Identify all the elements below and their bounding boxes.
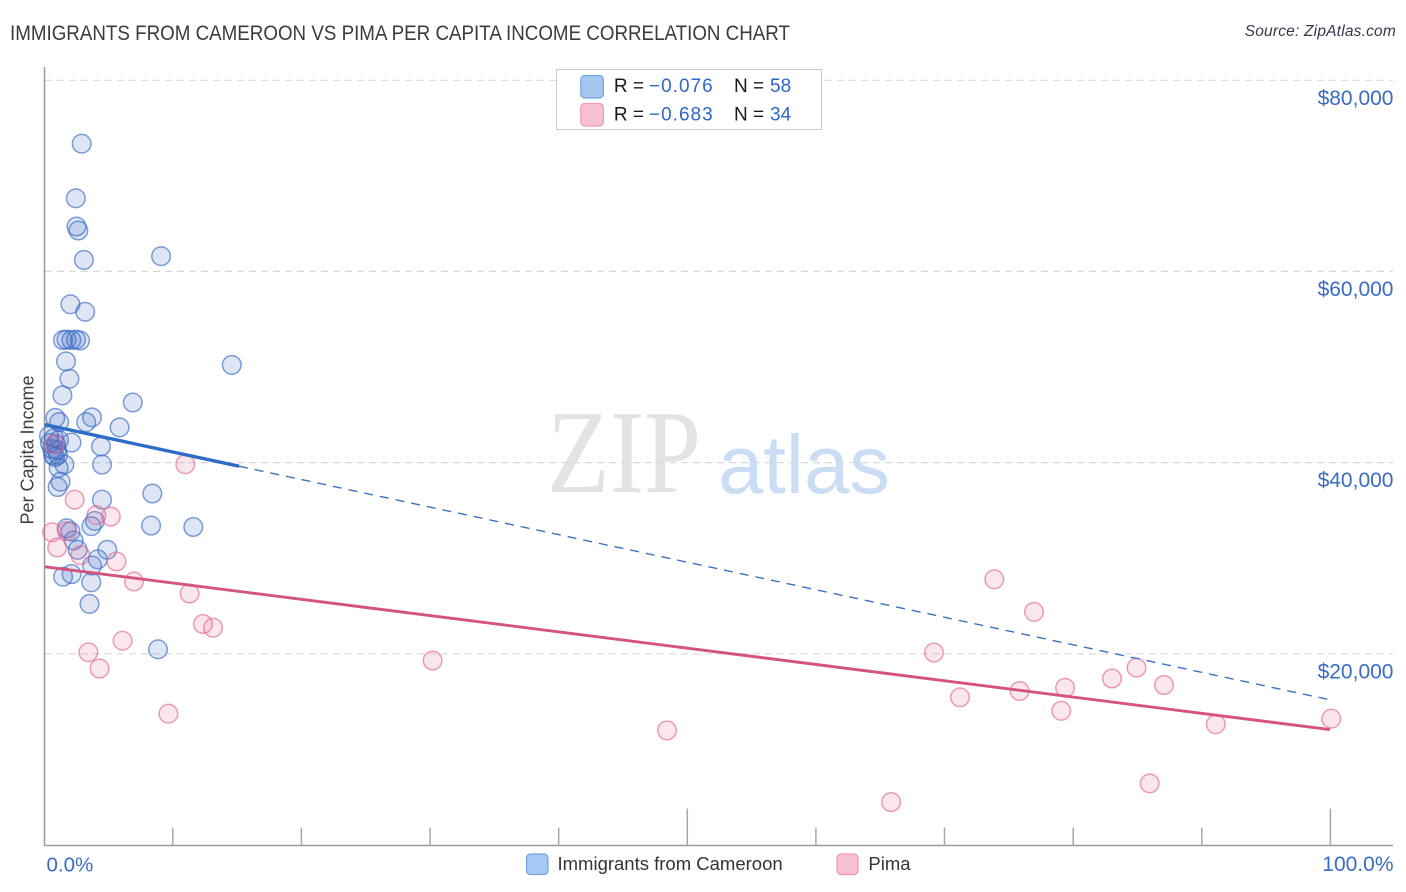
svg-text:$60,000: $60,000 xyxy=(1318,278,1394,301)
svg-text:ZIP: ZIP xyxy=(547,386,701,518)
svg-text:R =: R = xyxy=(614,105,644,126)
svg-text:R =: R = xyxy=(614,76,644,97)
svg-text:N =: N = xyxy=(734,105,764,126)
svg-text:N =: N = xyxy=(734,76,764,97)
svg-text:0.0%: 0.0% xyxy=(47,854,94,877)
svg-text:100.0%: 100.0% xyxy=(1322,853,1393,876)
svg-text:atlas: atlas xyxy=(718,418,890,511)
svg-text:IMMIGRANTS FROM CAMEROON VS PI: IMMIGRANTS FROM CAMEROON VS PIMA PER CAP… xyxy=(10,22,790,45)
svg-text:58: 58 xyxy=(770,76,791,97)
svg-text:$40,000: $40,000 xyxy=(1318,469,1394,492)
svg-text:Per Capita Income: Per Capita Income xyxy=(18,375,38,524)
svg-text:34: 34 xyxy=(770,105,792,126)
svg-text:−0.683: −0.683 xyxy=(649,105,714,126)
svg-text:Source: ZipAtlas.com: Source: ZipAtlas.com xyxy=(1245,23,1396,40)
svg-text:$80,000: $80,000 xyxy=(1318,87,1394,110)
svg-text:−0.076: −0.076 xyxy=(649,76,714,97)
svg-text:$20,000: $20,000 xyxy=(1318,660,1394,683)
svg-text:Pima: Pima xyxy=(868,853,911,874)
svg-text:Immigrants from Cameroon: Immigrants from Cameroon xyxy=(558,853,783,874)
